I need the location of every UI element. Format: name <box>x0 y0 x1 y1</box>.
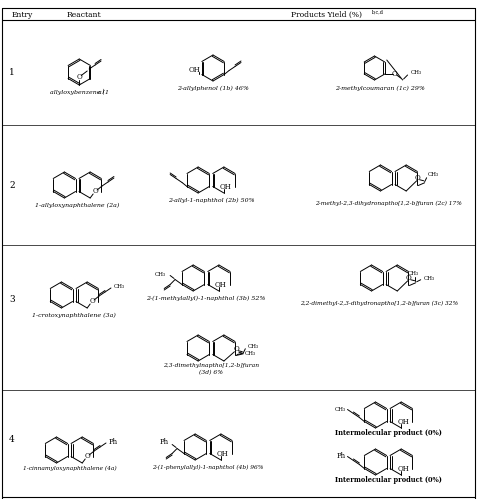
Text: Intermolecular product (0%): Intermolecular product (0%) <box>334 429 441 437</box>
Text: Ph: Ph <box>336 453 345 461</box>
Text: O: O <box>391 70 397 78</box>
Text: OH: OH <box>189 65 200 73</box>
Text: 3: 3 <box>9 295 15 304</box>
Text: 2-(1-methylallyl)-1-naphthol (3b) 52%: 2-(1-methylallyl)-1-naphthol (3b) 52% <box>146 295 265 300</box>
Text: CH₃: CH₃ <box>114 284 125 289</box>
Text: OH: OH <box>396 465 408 473</box>
Text: OH: OH <box>216 450 228 458</box>
Text: O: O <box>84 452 90 460</box>
Text: O: O <box>233 345 239 353</box>
Text: Ph: Ph <box>109 438 118 446</box>
Text: (3d) 6%: (3d) 6% <box>199 370 223 376</box>
Text: 2-methyl-2,3-dihydronaptho[1,2-b]furan (2c) 17%: 2-methyl-2,3-dihydronaptho[1,2-b]furan (… <box>314 201 461 206</box>
Text: Intermolecular product (0%): Intermolecular product (0%) <box>334 476 441 484</box>
Text: CH₃: CH₃ <box>423 276 434 281</box>
Text: 1: 1 <box>9 67 15 76</box>
Text: allyloxybenzene (1: allyloxybenzene (1 <box>49 89 108 95</box>
Text: CH₃: CH₃ <box>408 271 419 276</box>
Text: 2,2-dimethyl-2,3-dihydronaptho[1,2-b]furan (3c) 32%: 2,2-dimethyl-2,3-dihydronaptho[1,2-b]fur… <box>300 300 457 305</box>
Text: Entry: Entry <box>12 10 33 18</box>
Text: a: a <box>98 89 102 94</box>
Text: O: O <box>414 174 420 182</box>
Text: 2-(1-phenylallyl)-1-naphthol (4b) 96%: 2-(1-phenylallyl)-1-naphthol (4b) 96% <box>152 465 263 470</box>
Text: O: O <box>405 274 411 282</box>
Text: 4: 4 <box>9 436 15 445</box>
Text: 1-allyloxynaphthalene (2a): 1-allyloxynaphthalene (2a) <box>35 203 119 208</box>
Text: O: O <box>92 187 98 195</box>
Text: O: O <box>76 73 82 81</box>
Text: CH₃: CH₃ <box>410 69 421 74</box>
Text: CH₃: CH₃ <box>244 351 256 356</box>
Text: Products Yield (%): Products Yield (%) <box>291 10 362 18</box>
Text: OH: OH <box>215 281 227 289</box>
Text: OH: OH <box>219 183 231 191</box>
Text: 2: 2 <box>9 181 15 190</box>
Text: CH₃: CH₃ <box>334 407 345 412</box>
Text: 2,3-dimethylnaptho[1,2-b]furan: 2,3-dimethylnaptho[1,2-b]furan <box>163 363 259 368</box>
Text: CH₃: CH₃ <box>155 272 166 277</box>
Text: 2-allyl-1-naphthol (2b) 50%: 2-allyl-1-naphthol (2b) 50% <box>168 198 254 203</box>
Text: ): ) <box>101 89 103 95</box>
Text: Ph: Ph <box>160 439 169 447</box>
Text: 2-allylphenol (1b) 46%: 2-allylphenol (1b) 46% <box>177 85 249 91</box>
Text: b,c,d: b,c,d <box>371 10 383 15</box>
Text: 2-methylcoumaran (1c) 29%: 2-methylcoumaran (1c) 29% <box>335 85 424 91</box>
Text: CH₃: CH₃ <box>247 344 258 349</box>
Text: O: O <box>89 297 95 305</box>
Text: Reactant: Reactant <box>67 10 101 18</box>
Text: CH₃: CH₃ <box>427 172 438 177</box>
Text: 1-crotoxynaphthalene (3a): 1-crotoxynaphthalene (3a) <box>32 312 116 318</box>
Text: OH: OH <box>396 418 408 426</box>
Text: 1-cinnamyloxynaphthalene (4a): 1-cinnamyloxynaphthalene (4a) <box>23 466 116 471</box>
